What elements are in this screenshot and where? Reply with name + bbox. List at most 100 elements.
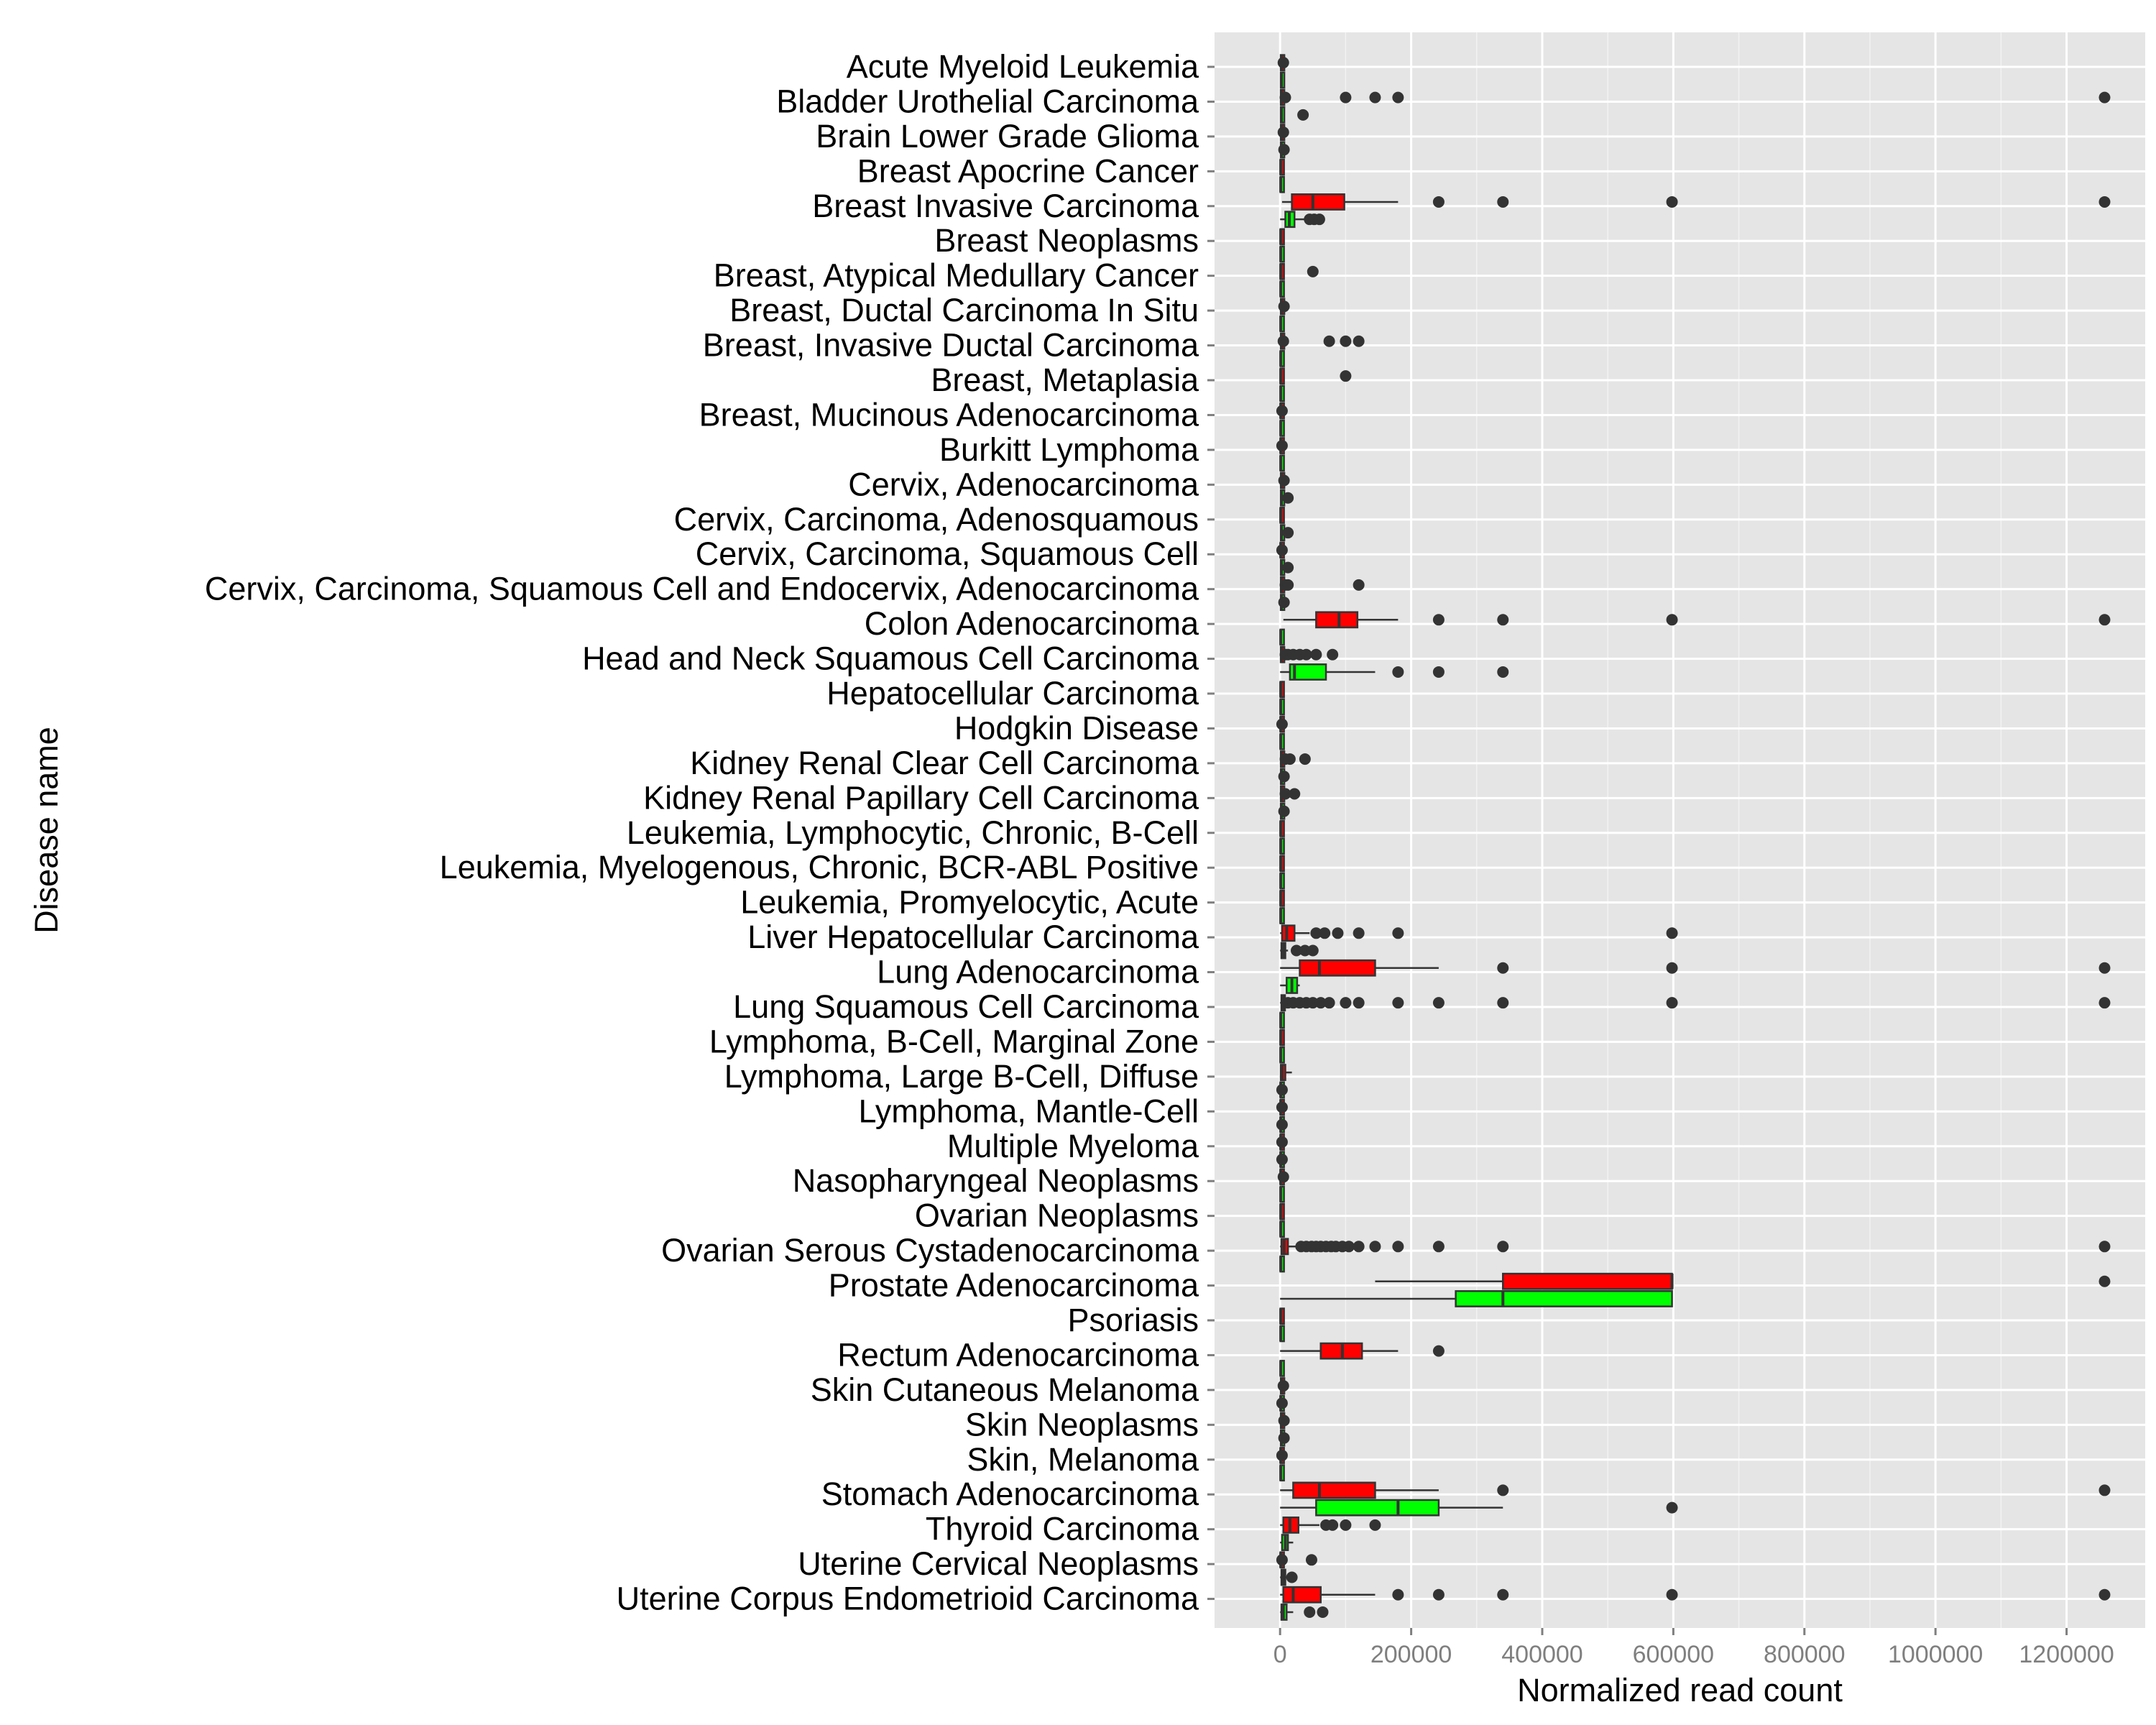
outlier-point — [1353, 335, 1365, 347]
outlier-point — [1313, 213, 1325, 226]
x-tick-label: 400000 — [1501, 1641, 1583, 1668]
outlier-point — [1310, 927, 1322, 939]
category-label: Liver Hepatocellular Carcinoma — [747, 919, 1199, 955]
outlier-point — [1340, 91, 1352, 104]
outlier-point — [2099, 1484, 2111, 1496]
category-label: Lymphoma, Large B-Cell, Diffuse — [724, 1058, 1199, 1095]
box — [1455, 1290, 1673, 1307]
category-label: Uterine Cervical Neoplasms — [798, 1545, 1199, 1582]
outlier-point — [1340, 997, 1352, 1009]
outlier-point — [2099, 196, 2111, 208]
category-label: Cervix, Carcinoma, Adenosquamous — [674, 501, 1199, 538]
category-label: Lung Adenocarcinoma — [877, 954, 1199, 990]
outlier-point — [1284, 753, 1296, 765]
outlier-point — [1432, 997, 1445, 1009]
outlier-point — [1317, 1606, 1329, 1618]
outlier-point — [1282, 527, 1294, 539]
category-label: Breast, Mucinous Adenocarcinoma — [699, 396, 1199, 433]
series-red — [1276, 54, 2111, 1604]
outlier-point — [1392, 666, 1404, 678]
outlier-point — [1332, 927, 1344, 939]
outlier-point — [1299, 753, 1311, 765]
box — [1292, 1481, 1376, 1499]
outlier-point — [1327, 648, 1339, 661]
outlier-point — [1432, 614, 1445, 626]
outlier-point — [1666, 614, 1678, 626]
category-label: Lymphoma, B-Cell, Marginal Zone — [709, 1023, 1199, 1059]
outlier-point — [1279, 91, 1291, 104]
outlier-point — [1307, 944, 1319, 957]
outlier-point — [1278, 474, 1290, 487]
x-tick-label: 600000 — [1633, 1641, 1714, 1668]
outlier-point — [1497, 1588, 1509, 1601]
outlier-point — [1278, 805, 1290, 817]
category-label: Breast Neoplasms — [934, 222, 1199, 259]
outlier-point — [1277, 1171, 1289, 1183]
outlier-point — [1276, 1554, 1288, 1566]
category-label: Bladder Urothelial Carcinoma — [776, 83, 1199, 119]
category-label: Lymphoma, Mantle-Cell — [858, 1092, 1199, 1129]
outlier-point — [1276, 1136, 1288, 1148]
outlier-point — [2099, 91, 2111, 104]
outlier-point — [1392, 1588, 1404, 1601]
outlier-point — [1340, 335, 1352, 347]
outlier-point — [1307, 265, 1319, 277]
outlier-point — [1307, 997, 1319, 1009]
category-label: Skin, Melanoma — [967, 1441, 1199, 1478]
outlier-point — [1276, 1449, 1288, 1461]
x-axis-ticks — [1279, 1628, 2068, 1635]
outlier-point — [1278, 300, 1290, 313]
outlier-point — [1289, 788, 1301, 800]
category-label: Uterine Corpus Endometrioid Carcinoma — [617, 1581, 1199, 1617]
category-label: Breast, Metaplasia — [931, 362, 1199, 398]
box — [1299, 959, 1376, 977]
category-ticks — [1207, 65, 1215, 1601]
category-label: Breast, Invasive Ductal Carcinoma — [703, 327, 1199, 364]
box — [1291, 193, 1345, 211]
outlier-point — [1276, 718, 1288, 730]
outlier-point — [1666, 196, 1678, 208]
x-tick-label: 1200000 — [2019, 1641, 2114, 1668]
category-label: Hepatocellular Carcinoma — [826, 675, 1199, 712]
outlier-point — [1282, 579, 1294, 591]
outlier-point — [1353, 579, 1365, 591]
box-series — [1276, 54, 2111, 1621]
series-green — [1276, 71, 1678, 1621]
outlier-point — [1392, 1241, 1404, 1253]
outlier-point — [1497, 997, 1509, 1009]
outlier-point — [1276, 1154, 1288, 1166]
outlier-point — [1323, 997, 1335, 1009]
category-label: Leukemia, Lymphocytic, Chronic, B-Cell — [627, 814, 1199, 851]
outlier-point — [1278, 144, 1290, 156]
outlier-point — [1497, 614, 1509, 626]
category-label: Nasopharyngeal Neoplasms — [793, 1162, 1199, 1199]
outlier-point — [1297, 109, 1309, 121]
outlier-point — [1300, 648, 1312, 661]
outlier-point — [1278, 1432, 1290, 1444]
category-label: Colon Adenocarcinoma — [865, 605, 1199, 642]
category-label: Lung Squamous Cell Carcinoma — [733, 988, 1199, 1025]
outlier-point — [1276, 1118, 1288, 1131]
x-tick-label: 0 — [1273, 1641, 1287, 1668]
outlier-point — [1276, 1101, 1288, 1113]
outlier-point — [1278, 597, 1290, 609]
category-label: Breast Invasive Carcinoma — [812, 188, 1199, 224]
outlier-point — [1353, 1241, 1365, 1253]
outlier-point — [1277, 1380, 1289, 1392]
outlier-point — [1277, 126, 1289, 139]
outlier-point — [2099, 1588, 2111, 1601]
outlier-point — [2099, 614, 2111, 626]
category-label: Cervix, Carcinoma, Squamous Cell — [696, 535, 1199, 572]
category-label: Rectum Adenocarcinoma — [837, 1336, 1199, 1373]
outlier-point — [1497, 1484, 1509, 1496]
x-axis-title: Normalized read count — [1517, 1672, 1843, 1708]
outlier-point — [1432, 1241, 1445, 1253]
category-label: Ovarian Neoplasms — [915, 1197, 1199, 1234]
outlier-point — [1340, 370, 1352, 382]
outlier-point — [1276, 405, 1288, 417]
outlier-point — [2099, 1241, 2111, 1253]
outlier-point — [1432, 666, 1445, 678]
outlier-point — [1304, 1606, 1316, 1618]
outlier-point — [1286, 1571, 1298, 1583]
